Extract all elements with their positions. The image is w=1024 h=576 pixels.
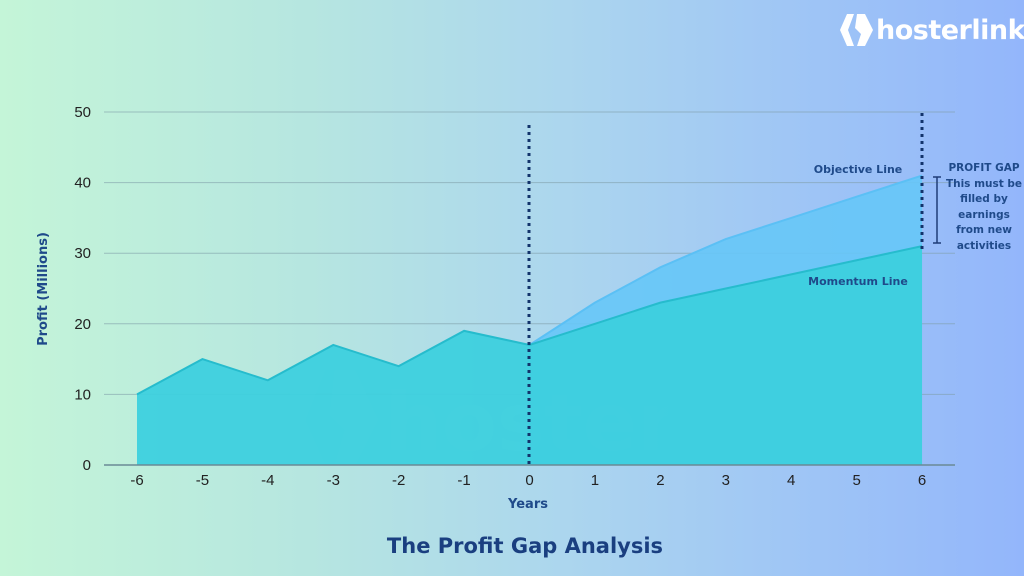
y-axis-ticks: 0 10 20 30 40 50 bbox=[74, 104, 91, 474]
x-tick-label: -2 bbox=[392, 472, 405, 489]
profit-gap-title: PROFIT GAP bbox=[948, 162, 1020, 174]
x-tick-label: 5 bbox=[852, 472, 860, 489]
x-tick-label: 4 bbox=[787, 472, 795, 489]
x-tick-label: 0 bbox=[525, 472, 533, 489]
x-tick-label: 2 bbox=[656, 472, 664, 489]
y-axis-label: Profit (Millions) bbox=[36, 232, 51, 346]
x-tick-label: -6 bbox=[130, 472, 143, 489]
x-tick-label: -5 bbox=[196, 472, 209, 489]
hosterlink-logo-icon bbox=[840, 14, 873, 46]
objective-line-label: Objective Line bbox=[814, 163, 903, 176]
x-axis-ticks: -6 -5 -4 -3 -2 -1 0 1 2 3 4 5 6 bbox=[130, 472, 926, 489]
brand-name: hosterlink bbox=[876, 14, 1024, 46]
x-tick-label: 6 bbox=[918, 472, 926, 489]
x-tick-label: -3 bbox=[327, 472, 340, 489]
profit-gap-text: This must be filled by earnings from new… bbox=[945, 177, 1023, 252]
x-tick-label: -4 bbox=[261, 472, 274, 489]
y-tick-label: 40 bbox=[74, 175, 91, 192]
gap-bracket-icon bbox=[933, 176, 941, 244]
y-tick-label: 50 bbox=[74, 104, 91, 121]
x-axis-label: Years bbox=[507, 497, 548, 512]
objective-line bbox=[528, 174, 923, 346]
y-tick-label: 10 bbox=[74, 386, 91, 403]
brand-logo: hosterlink bbox=[838, 12, 1024, 48]
momentum-line-label: Momentum Line bbox=[808, 275, 908, 288]
x-tick-label: 1 bbox=[591, 472, 599, 489]
y-tick-label: 0 bbox=[83, 457, 91, 474]
x-tick-label: 3 bbox=[722, 472, 730, 489]
chart-title: The Profit Gap Analysis bbox=[386, 534, 664, 558]
x-tick-label: -1 bbox=[457, 472, 470, 489]
momentum-area bbox=[137, 246, 923, 465]
y-tick-label: 20 bbox=[74, 316, 91, 333]
profit-gap-note: PROFIT GAP This must be filled by earnin… bbox=[944, 161, 1024, 254]
y-tick-label: 30 bbox=[74, 245, 91, 262]
